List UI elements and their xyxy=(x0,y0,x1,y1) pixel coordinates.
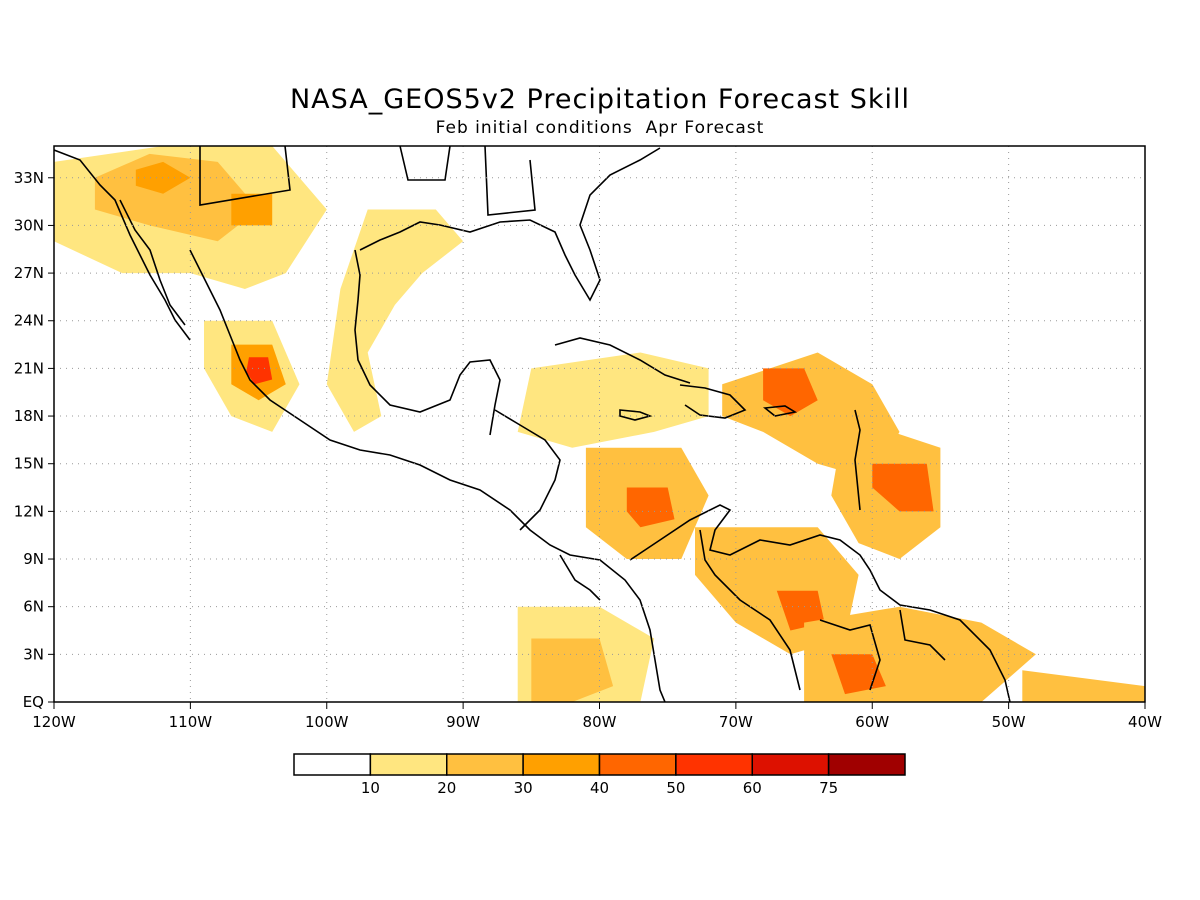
skill-region-hispaniola-core xyxy=(763,368,818,417)
colorbar-label: 50 xyxy=(666,779,685,797)
skill-region-e-mexico-gulf xyxy=(326,209,464,432)
colorbar-swatch xyxy=(293,753,372,776)
lat-tick-label: 9N xyxy=(23,550,44,568)
lon-tick-label: 90W xyxy=(446,713,480,731)
lon-tick-label: 50W xyxy=(992,713,1026,731)
skill-region-venezuela-core xyxy=(776,590,825,631)
map-title: NASA_GEOS5v2 Precipitation Forecast Skil… xyxy=(289,84,911,115)
skill-region-lesser-antilles-core xyxy=(872,463,934,512)
colorbar-label: 10 xyxy=(361,779,380,797)
colorbar-label: 20 xyxy=(437,779,456,797)
latitude-axis: EQ 3N 6N 9N 12N 15N 18N 21N 24N 27N 30N 33N xyxy=(14,169,54,711)
lon-tick-label: 40W xyxy=(1128,713,1162,731)
skill-region-colombia-pacific-in xyxy=(531,638,614,702)
lon-tick-label: 80W xyxy=(583,713,617,731)
skill-shading xyxy=(54,146,1145,702)
lon-tick-label: 110W xyxy=(169,713,213,731)
colorbar-swatch xyxy=(751,753,830,776)
lat-tick-label: 21N xyxy=(14,359,44,377)
colorbar-swatch xyxy=(675,753,753,776)
colorbar-swatch xyxy=(369,753,448,776)
map-subtitle: Feb initial conditions Apr Forecast xyxy=(435,118,765,138)
skill-region-gulf-core-w xyxy=(231,193,273,226)
colorbar-label: 60 xyxy=(743,779,762,797)
lat-tick-label: 3N xyxy=(23,645,44,663)
skill-region-w-mexico-core xyxy=(246,357,273,385)
lon-tick-label: 100W xyxy=(305,713,349,731)
lat-tick-label: 33N xyxy=(14,169,44,187)
lat-tick-label: 18N xyxy=(14,407,44,425)
colorbar-swatch xyxy=(598,753,677,776)
lat-tick-label: 15N xyxy=(14,455,44,473)
colorbar-label: 30 xyxy=(514,779,533,797)
colorbar: 10 20 30 40 50 60 75 xyxy=(293,753,906,797)
skill-region-atlantic-eq xyxy=(1022,670,1145,702)
skill-region-nw-mexico-core xyxy=(135,161,191,194)
lon-tick-label: 120W xyxy=(32,713,76,731)
colorbar-swatch xyxy=(522,753,601,776)
colorbar-swatch xyxy=(446,753,524,776)
lat-tick-label: 6N xyxy=(23,598,44,616)
lat-tick-label: 27N xyxy=(14,264,44,282)
lon-tick-label: 60W xyxy=(855,713,889,731)
lat-tick-label: 24N xyxy=(14,312,44,330)
skill-region-caribbean-n xyxy=(517,352,709,448)
lat-tick-label: EQ xyxy=(23,693,44,711)
colorbar-label: 40 xyxy=(590,779,609,797)
lat-tick-label: 12N xyxy=(14,502,44,520)
coastlines xyxy=(54,146,1011,702)
lon-tick-label: 70W xyxy=(719,713,753,731)
lat-tick-label: 30N xyxy=(14,216,44,234)
colorbar-label: 75 xyxy=(819,779,838,797)
skill-region-caribbean-s-core xyxy=(626,487,675,528)
longitude-axis: 120W 110W 100W 90W 80W 70W 60W 50W 40W xyxy=(32,702,1162,731)
colorbar-swatch xyxy=(827,753,906,776)
